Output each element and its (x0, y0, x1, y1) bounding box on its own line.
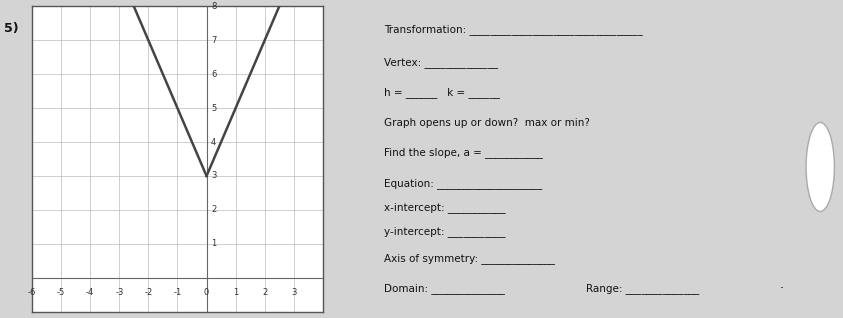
Text: -3: -3 (115, 288, 123, 297)
Text: -2: -2 (144, 288, 153, 297)
Text: Axis of symmetry: ______________: Axis of symmetry: ______________ (384, 253, 555, 264)
Text: 5: 5 (211, 104, 216, 113)
Text: Vertex: ______________: Vertex: ______________ (384, 57, 497, 68)
Text: Range: ______________: Range: ______________ (586, 283, 699, 294)
Text: 7: 7 (211, 36, 217, 45)
Text: 8: 8 (211, 2, 217, 11)
Text: 6: 6 (211, 70, 217, 79)
Text: -6: -6 (28, 288, 36, 297)
Text: Graph opens up or down?  max or min?: Graph opens up or down? max or min? (384, 118, 589, 128)
Text: 2: 2 (262, 288, 267, 297)
Text: -5: -5 (57, 288, 65, 297)
Circle shape (806, 122, 835, 211)
Text: y-intercept: ___________: y-intercept: ___________ (384, 226, 505, 237)
Text: 0: 0 (204, 288, 209, 297)
Text: Equation: ____________________: Equation: ____________________ (384, 178, 542, 189)
Text: Domain: ______________: Domain: ______________ (384, 283, 504, 294)
Text: -1: -1 (174, 288, 181, 297)
Text: -4: -4 (86, 288, 94, 297)
Text: 1: 1 (211, 239, 216, 248)
Text: 3: 3 (211, 171, 217, 180)
Text: 4: 4 (211, 138, 216, 147)
Text: Transformation: _________________________________: Transformation: ________________________… (384, 24, 642, 35)
Text: ·: · (780, 282, 784, 295)
Text: 2: 2 (211, 205, 216, 214)
Text: 1: 1 (233, 288, 239, 297)
Text: 5): 5) (4, 22, 19, 35)
Text: Find the slope, a = ___________: Find the slope, a = ___________ (384, 148, 542, 158)
Text: x-intercept: ___________: x-intercept: ___________ (384, 202, 505, 213)
Text: h = ______   k = ______: h = ______ k = ______ (384, 87, 500, 98)
Text: 3: 3 (291, 288, 297, 297)
